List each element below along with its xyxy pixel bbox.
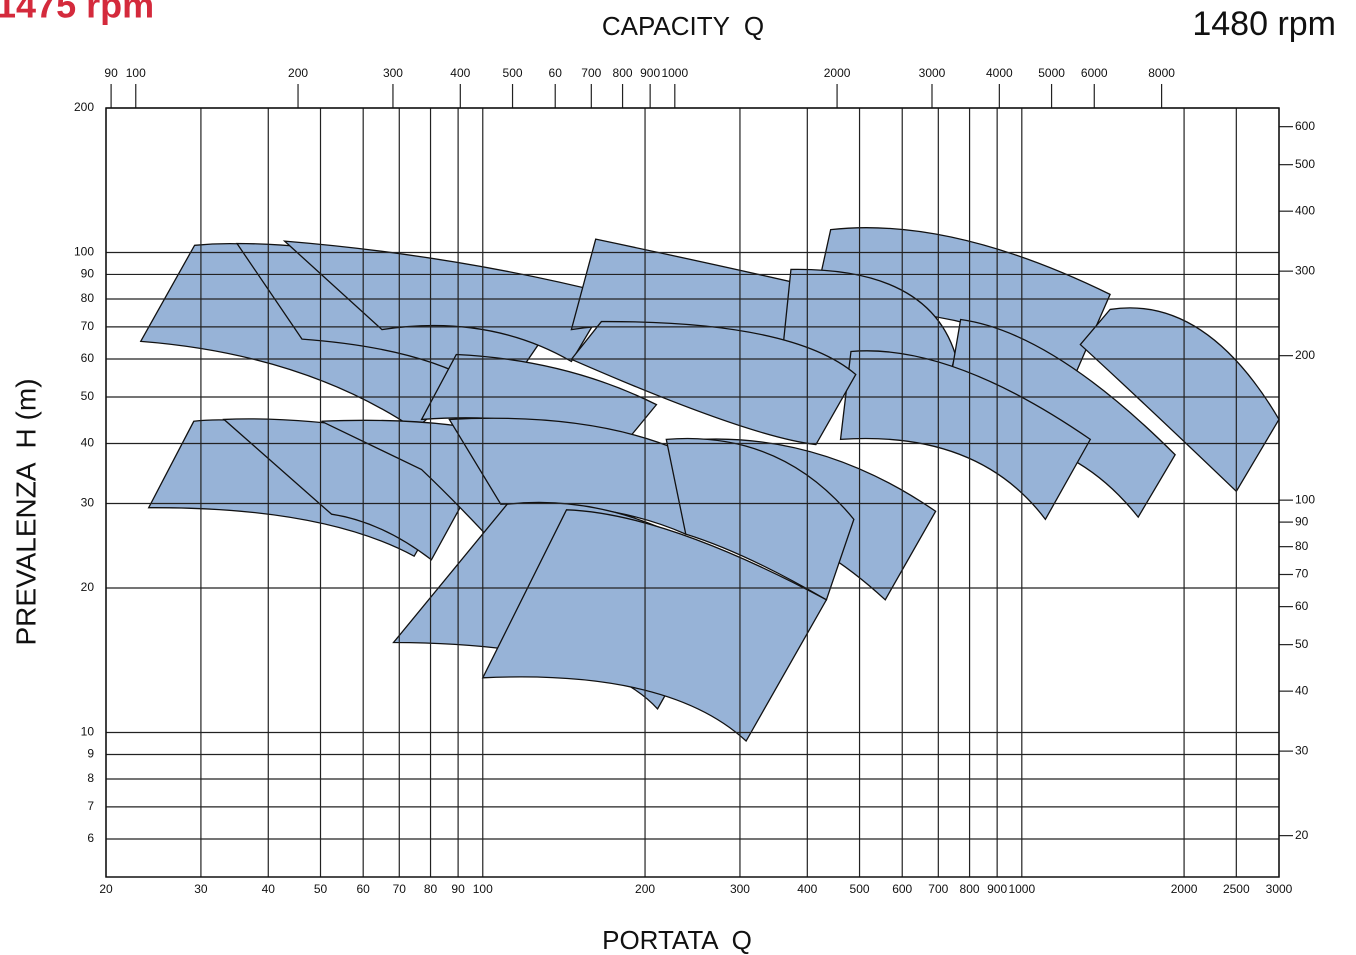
y-tick-label: 20 xyxy=(81,580,95,594)
x-tick-label: 600 xyxy=(892,882,912,896)
right-tick-label: 50 xyxy=(1295,637,1309,651)
right-tick-label: 500 xyxy=(1295,157,1315,171)
x-tick-label: 60 xyxy=(357,882,371,896)
y-tick-label: 100 xyxy=(74,245,94,259)
x-tick-label: 900 xyxy=(987,882,1007,896)
x-tick-label: 80 xyxy=(424,882,438,896)
top-tick-label: 90 xyxy=(104,66,118,80)
y-tick-label: 50 xyxy=(81,389,95,403)
top-tick-label: 900 xyxy=(640,66,660,80)
top-tick-label: 3000 xyxy=(919,66,946,80)
top-axis-title: CAPACITY Q xyxy=(602,11,764,41)
top-tick-label: 5000 xyxy=(1038,66,1065,80)
top-tick-label: 60 xyxy=(549,66,563,80)
regions xyxy=(139,227,1280,743)
x-tick-label: 70 xyxy=(393,882,407,896)
right-tick-label: 200 xyxy=(1295,348,1315,362)
top-tick-label: 1000 xyxy=(661,66,688,80)
y-tick-label: 9 xyxy=(87,747,94,761)
x-tick-label: 30 xyxy=(194,882,208,896)
x-axis-title: PORTATA Q xyxy=(602,925,752,955)
right-tick-label: 70 xyxy=(1295,567,1309,581)
right-tick-label: 60 xyxy=(1295,599,1309,613)
y-tick-label: 80 xyxy=(81,291,95,305)
right-tick-label: 90 xyxy=(1295,514,1309,528)
top-tick-label: 400 xyxy=(450,66,470,80)
right-tick-label: 300 xyxy=(1295,263,1315,277)
rpm-note-right: 1480 rpm xyxy=(1192,5,1336,43)
x-tick-label: 400 xyxy=(797,882,817,896)
right-tick-label: 30 xyxy=(1295,743,1309,757)
rpm-note-left: 1475 rpm xyxy=(0,0,154,26)
right-tick-label: 600 xyxy=(1295,119,1315,133)
y-tick-label: 40 xyxy=(81,436,95,450)
y-tick-label: 30 xyxy=(81,496,95,510)
x-tick-label: 700 xyxy=(928,882,948,896)
x-tick-label: 20 xyxy=(99,882,113,896)
right-tick-label: 100 xyxy=(1295,492,1315,506)
top-tick-label: 100 xyxy=(126,66,146,80)
top-tick-label: 4000 xyxy=(986,66,1013,80)
y-tick-label: 200 xyxy=(74,100,94,114)
plot-frame xyxy=(105,107,1280,878)
x-tick-label: 2000 xyxy=(1171,882,1198,896)
x-tick-label: 90 xyxy=(451,882,465,896)
top-tick-label: 8000 xyxy=(1148,66,1175,80)
right-tick-label: 80 xyxy=(1295,539,1309,553)
y-tick-label: 70 xyxy=(81,319,95,333)
x-tick-label: 3000 xyxy=(1266,882,1293,896)
x-tick-label: 40 xyxy=(262,882,276,896)
y-tick-label: 60 xyxy=(81,351,95,365)
top-tick-label: 700 xyxy=(581,66,601,80)
top-tick-label: 300 xyxy=(383,66,403,80)
top-tick-label: 800 xyxy=(613,66,633,80)
top-tick-label: 200 xyxy=(288,66,308,80)
top-tick-label: 500 xyxy=(503,66,523,80)
x-tick-label: 1000 xyxy=(1008,882,1035,896)
y-tick-label: 90 xyxy=(81,267,95,281)
x-tick-label: 2500 xyxy=(1223,882,1250,896)
top-tick-label: 6000 xyxy=(1081,66,1108,80)
x-tick-label: 100 xyxy=(473,882,493,896)
right-tick-label: 20 xyxy=(1295,828,1309,842)
y-tick-label: 7 xyxy=(87,799,94,813)
right-tick-label: 40 xyxy=(1295,683,1309,697)
x-tick-label: 200 xyxy=(635,882,655,896)
right-tick-label: 400 xyxy=(1295,203,1315,217)
x-tick-label: 800 xyxy=(960,882,980,896)
pump-region xyxy=(1079,307,1280,493)
x-tick-label: 500 xyxy=(850,882,870,896)
axes: 20 30 40 50 60 70 80 90 100 200 300 400 500 600 700 800… xyxy=(74,66,1315,896)
y-tick-label: 10 xyxy=(81,725,95,739)
x-tick-label: 50 xyxy=(314,882,328,896)
y-axis-title: PREVALENZA H (m) xyxy=(10,378,41,645)
y-tick-label: 8 xyxy=(87,771,94,785)
x-tick-label: 300 xyxy=(730,882,750,896)
y-tick-label: 6 xyxy=(87,831,94,845)
top-tick-label: 2000 xyxy=(824,66,851,80)
pump-region xyxy=(839,350,1092,521)
